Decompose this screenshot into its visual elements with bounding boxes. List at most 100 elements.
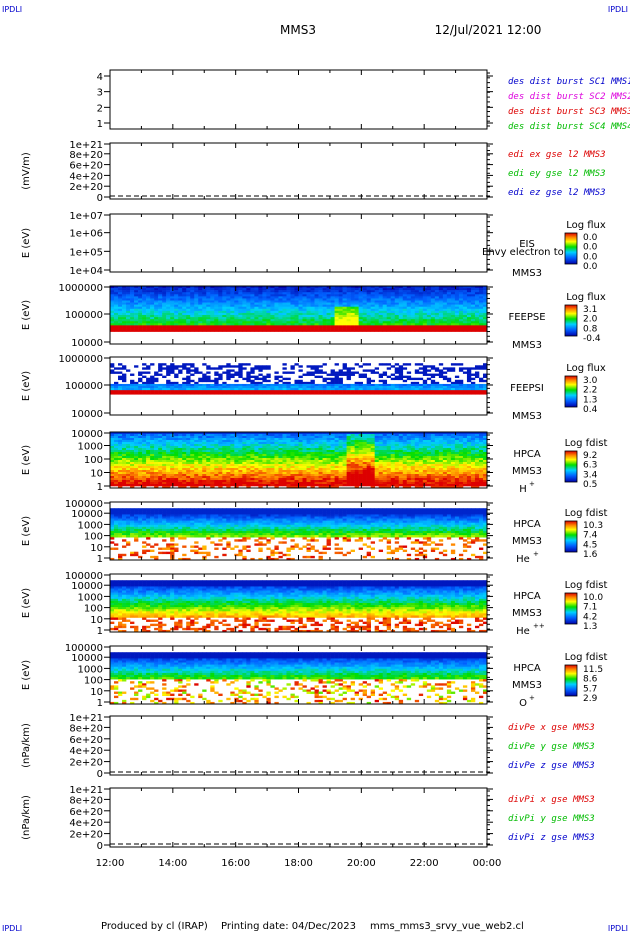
heatmap-cell — [258, 434, 263, 437]
heatmap-cell — [190, 392, 195, 395]
heatmap-cell — [226, 296, 231, 299]
heatmap-cell — [234, 308, 239, 312]
heatmap-cell — [182, 294, 187, 297]
heatmap-cell — [354, 452, 359, 455]
heatmap-cell — [154, 373, 159, 376]
heatmap-cell — [270, 383, 275, 387]
heatmap-cell — [126, 383, 131, 387]
heatmap-cell — [182, 456, 187, 459]
heatmap-cell — [342, 448, 347, 451]
heatmap-cell — [290, 327, 295, 330]
heatmap-cell — [238, 466, 243, 469]
heatmap-cell — [114, 448, 119, 451]
heatmap-cell — [298, 454, 303, 457]
heatmap-cell — [226, 432, 231, 435]
heatmap-cell — [282, 444, 287, 447]
heatmap-cell — [146, 315, 151, 318]
heatmap-cell — [286, 294, 291, 297]
heatmap-cell — [478, 298, 484, 301]
heatmap-cell — [258, 367, 263, 370]
heatmap-cell — [262, 448, 267, 451]
heatmap-cell — [406, 375, 412, 379]
heatmap-cell — [130, 381, 135, 385]
heatmap-cell — [210, 390, 215, 393]
heatmap-cell — [138, 288, 143, 291]
legend-entry: edi ez gse l2 MMS3 — [508, 188, 606, 198]
heatmap-cell — [470, 383, 476, 387]
heatmap-cell — [210, 470, 215, 473]
heatmap-cell — [294, 486, 299, 489]
heatmap-cell — [338, 379, 343, 383]
heatmap-cell — [238, 298, 243, 301]
heatmap-cell — [358, 438, 363, 441]
heatmap-cell — [402, 327, 408, 330]
heatmap-cell — [250, 446, 255, 449]
heatmap-cell — [118, 466, 123, 469]
heatmap-cell — [434, 392, 440, 395]
heatmap-cell — [398, 371, 404, 374]
heatmap-cell — [334, 323, 339, 326]
heatmap-cell — [454, 296, 460, 299]
heatmap-cell — [394, 298, 400, 301]
colorbar-tick-label: 0.0 — [583, 243, 598, 253]
heatmap-cell — [206, 388, 211, 391]
heatmap-cell — [234, 388, 239, 391]
heatmap-cell — [290, 468, 295, 471]
heatmap-cell — [278, 466, 283, 469]
heatmap-cell — [190, 296, 195, 299]
heatmap-cell — [466, 390, 472, 393]
heatmap-cell — [230, 484, 235, 487]
heatmap-cell — [214, 381, 219, 385]
heatmap-cell — [298, 300, 303, 303]
heatmap-cell — [462, 323, 468, 326]
heatmap-cell — [282, 442, 287, 445]
heatmap-cell — [214, 466, 219, 469]
heatmap-cell — [374, 315, 380, 318]
heatmap-cell — [318, 444, 323, 447]
heatmap-cell — [322, 478, 327, 481]
heatmap-cell — [266, 321, 271, 324]
heatmap-cell — [198, 480, 203, 483]
heatmap-cell — [470, 302, 476, 305]
heatmap-cell — [350, 448, 355, 451]
heatmap-cell — [146, 462, 151, 465]
heatmap-cell — [282, 381, 287, 385]
heatmap-cell — [270, 446, 275, 449]
heatmap-cell — [350, 310, 355, 314]
heatmap-cell — [362, 286, 367, 289]
heatmap-cell — [470, 367, 476, 370]
heatmap-cell — [370, 369, 375, 372]
heatmap-cell — [194, 442, 199, 445]
heatmap-cell — [322, 448, 327, 451]
heatmap-cell — [246, 482, 251, 485]
heatmap-cell — [310, 371, 315, 374]
heatmap-cell — [206, 371, 211, 374]
heatmap-cell — [186, 290, 191, 293]
heatmap-cell — [126, 452, 131, 455]
heatmap-cell — [250, 310, 255, 314]
heatmap-cell — [358, 452, 363, 455]
heatmap-cell — [186, 444, 191, 447]
heatmap-cell — [418, 327, 424, 330]
heatmap-cell — [242, 325, 247, 328]
heatmap-cell — [186, 308, 191, 312]
heatmap-cell — [302, 450, 307, 453]
heatmap-cell — [234, 454, 239, 457]
heatmap-cell — [458, 319, 464, 322]
heatmap-cell — [458, 321, 464, 324]
heatmap-cell — [342, 466, 347, 469]
heatmap-cell — [454, 390, 460, 393]
heatmap-cell — [158, 323, 163, 326]
heatmap-cell — [366, 329, 371, 332]
heatmap-cell — [178, 446, 183, 449]
heatmap-cell — [222, 306, 227, 310]
plot-frame — [109, 213, 488, 273]
heatmap-cell — [186, 323, 191, 326]
heatmap-cell — [354, 434, 359, 437]
heatmap-cell — [146, 450, 151, 453]
heatmap-cell — [338, 300, 343, 303]
heatmap-cell — [210, 306, 215, 310]
heatmap-cell — [402, 304, 408, 308]
heatmap-cell — [110, 450, 115, 453]
heatmap-cell — [286, 312, 291, 316]
